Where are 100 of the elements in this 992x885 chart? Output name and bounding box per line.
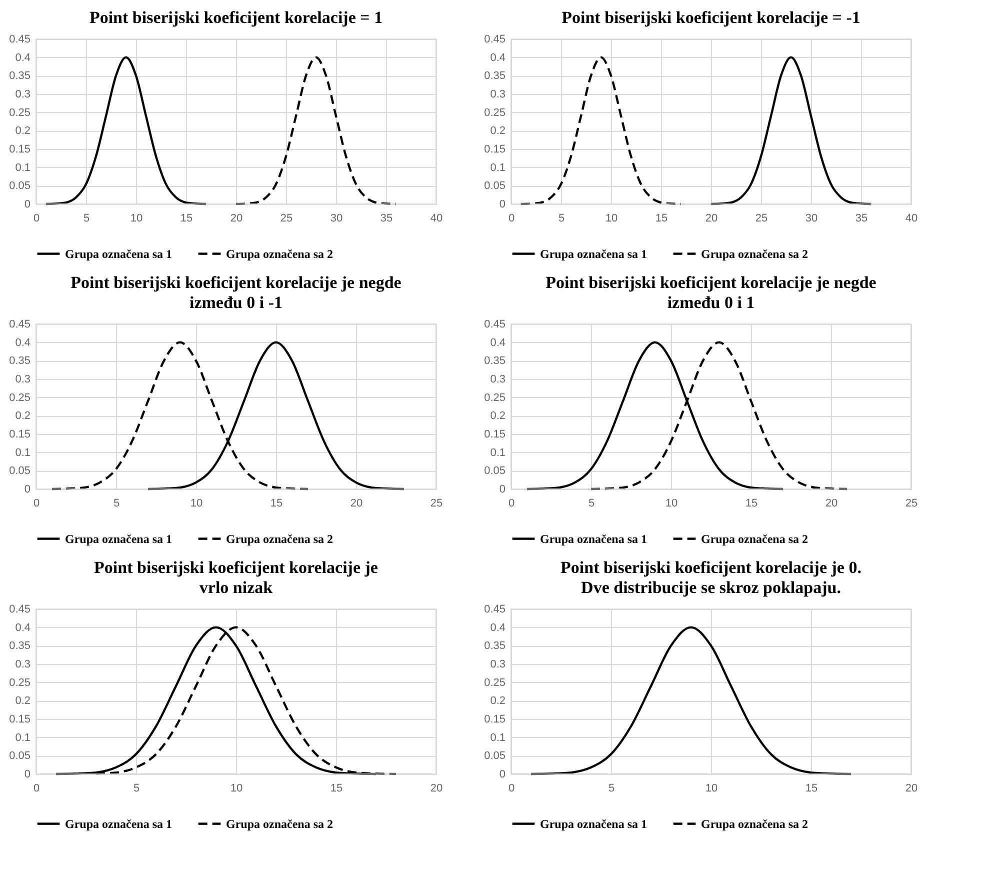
- y-tick-label: 0: [499, 198, 506, 210]
- y-tick-label: 0.15: [484, 428, 506, 440]
- x-tick-label: 10: [230, 782, 243, 794]
- y-tick-label: 0.1: [15, 446, 30, 459]
- legend-label: Grupa označena sa 2: [701, 246, 808, 261]
- y-tick-label: 0.4: [15, 336, 30, 349]
- y-tick-label: 0.25: [9, 392, 30, 404]
- x-tick-label: 20: [825, 498, 838, 510]
- legend-label: Grupa označena sa 1: [540, 246, 648, 261]
- line-series: [234, 56, 398, 206]
- y-tick-label: 0.35: [9, 355, 30, 368]
- x-tick-label: 5: [608, 782, 615, 794]
- x-tick-label: 10: [130, 212, 143, 224]
- line-series: [710, 56, 872, 206]
- y-tick-label: 0.25: [9, 676, 30, 689]
- y-tick-label: 0.25: [484, 106, 506, 119]
- x-tick-label: 15: [745, 498, 758, 510]
- y-tick-label: 0.1: [15, 162, 30, 174]
- chart-title: Point biserijski koeficijent korelacije je 0. Dve distribucije se skroz poklapaju.: [560, 558, 862, 597]
- y-tick-label: 0.3: [490, 374, 506, 386]
- y-tick-label: 0.05: [9, 180, 30, 192]
- x-tick-label: 10: [190, 498, 203, 510]
- chart-title: Point biserijski koeficijent korelacije je vrlo nizak: [94, 558, 378, 597]
- y-tick-label: 0.2: [490, 410, 506, 422]
- legend-label: Grupa označena sa 1: [65, 246, 172, 261]
- y-tick-label: 0.3: [15, 658, 30, 670]
- x-tick-label: 10: [605, 212, 618, 224]
- y-tick-label: 0.1: [15, 732, 30, 744]
- line-series: [530, 626, 852, 776]
- x-tick-label: 0: [508, 782, 515, 794]
- y-tick-label: 0.3: [15, 374, 30, 386]
- y-tick-label: 0.05: [9, 465, 30, 478]
- x-tick-label: 25: [755, 212, 768, 224]
- y-tick-label: 0.15: [484, 714, 506, 726]
- y-tick-label: 0.05: [484, 180, 506, 192]
- y-tick-label: 0: [499, 768, 506, 780]
- x-tick-label: 0: [508, 212, 515, 224]
- legend-label: Grupa označena sa 2: [226, 532, 334, 546]
- y-tick-label: 0.4: [490, 52, 506, 64]
- y-tick-label: 0.35: [9, 70, 30, 82]
- y-tick-label: 0.3: [490, 88, 506, 100]
- y-tick-label: 0.45: [484, 604, 506, 616]
- y-tick-label: 0.1: [490, 162, 506, 174]
- y-tick-label: 0.25: [484, 392, 506, 404]
- chart-title: Point biserijski koeficijent korelacije = -1: [562, 8, 860, 27]
- y-tick-label: 0.45: [484, 318, 506, 330]
- x-tick-label: 0: [33, 498, 40, 510]
- y-tick-label: 0.2: [15, 410, 30, 422]
- y-tick-label: 0.4: [15, 52, 30, 64]
- legend-label: Grupa označena sa 2: [226, 246, 334, 261]
- chart-title: Point biserijski koeficijent korelacije je negde između 0 i -1: [70, 273, 402, 312]
- y-tick-label: 0: [499, 484, 506, 496]
- y-tick-label: 0.05: [484, 465, 506, 478]
- legend-label: Grupa označena sa 2: [701, 532, 808, 546]
- x-tick-label: 20: [430, 782, 443, 794]
- y-tick-label: 0: [24, 768, 30, 780]
- x-tick-label: 40: [430, 212, 443, 224]
- y-tick-label: 0.4: [490, 336, 506, 349]
- legend-label: Grupa označena sa 1: [65, 816, 172, 831]
- x-tick-label: 0: [33, 782, 40, 794]
- y-tick-label: 0.1: [490, 732, 506, 744]
- x-tick-label: 5: [558, 212, 565, 224]
- y-tick-label: 0: [24, 198, 30, 210]
- x-tick-label: 25: [280, 212, 293, 224]
- legend-label: Grupa označena sa 1: [540, 816, 648, 831]
- x-tick-label: 0: [33, 212, 40, 224]
- chart-title: Point biserijski koeficijent korelacije = 1: [89, 8, 383, 27]
- x-tick-label: 10: [705, 782, 718, 794]
- x-tick-label: 35: [380, 212, 393, 224]
- y-tick-label: 0.25: [484, 676, 506, 689]
- y-tick-label: 0.35: [484, 355, 506, 368]
- y-tick-label: 0.45: [9, 34, 30, 46]
- y-tick-label: 0.2: [15, 695, 30, 708]
- x-tick-label: 15: [805, 782, 818, 794]
- x-tick-label: 20: [905, 782, 918, 794]
- y-tick-label: 0.45: [9, 318, 30, 330]
- legend-label: Grupa označena sa 1: [65, 532, 172, 546]
- legend-label: Grupa označena sa 2: [226, 816, 334, 831]
- y-tick-label: 0.05: [9, 750, 30, 762]
- x-tick-label: 15: [270, 498, 283, 510]
- x-tick-label: 15: [655, 212, 668, 224]
- x-tick-label: 40: [905, 212, 918, 224]
- y-tick-label: 0.35: [9, 640, 30, 652]
- y-tick-label: 0.35: [484, 640, 506, 652]
- y-tick-label: 0.4: [490, 622, 506, 634]
- y-tick-label: 0.15: [9, 144, 30, 156]
- x-tick-label: 5: [133, 782, 140, 794]
- line-series: [44, 56, 208, 206]
- y-tick-label: 0.15: [9, 714, 30, 726]
- y-tick-label: 0.05: [484, 750, 506, 762]
- x-tick-label: 20: [230, 212, 243, 224]
- x-tick-label: 30: [330, 212, 343, 224]
- x-tick-label: 5: [113, 498, 120, 510]
- y-tick-label: 0.3: [15, 88, 30, 100]
- x-tick-label: 30: [805, 212, 818, 224]
- x-tick-label: 35: [855, 212, 868, 224]
- y-tick-label: 0.15: [9, 428, 30, 440]
- x-tick-label: 5: [588, 498, 595, 510]
- y-tick-label: 0.1: [490, 446, 506, 459]
- x-tick-label: 20: [350, 498, 363, 510]
